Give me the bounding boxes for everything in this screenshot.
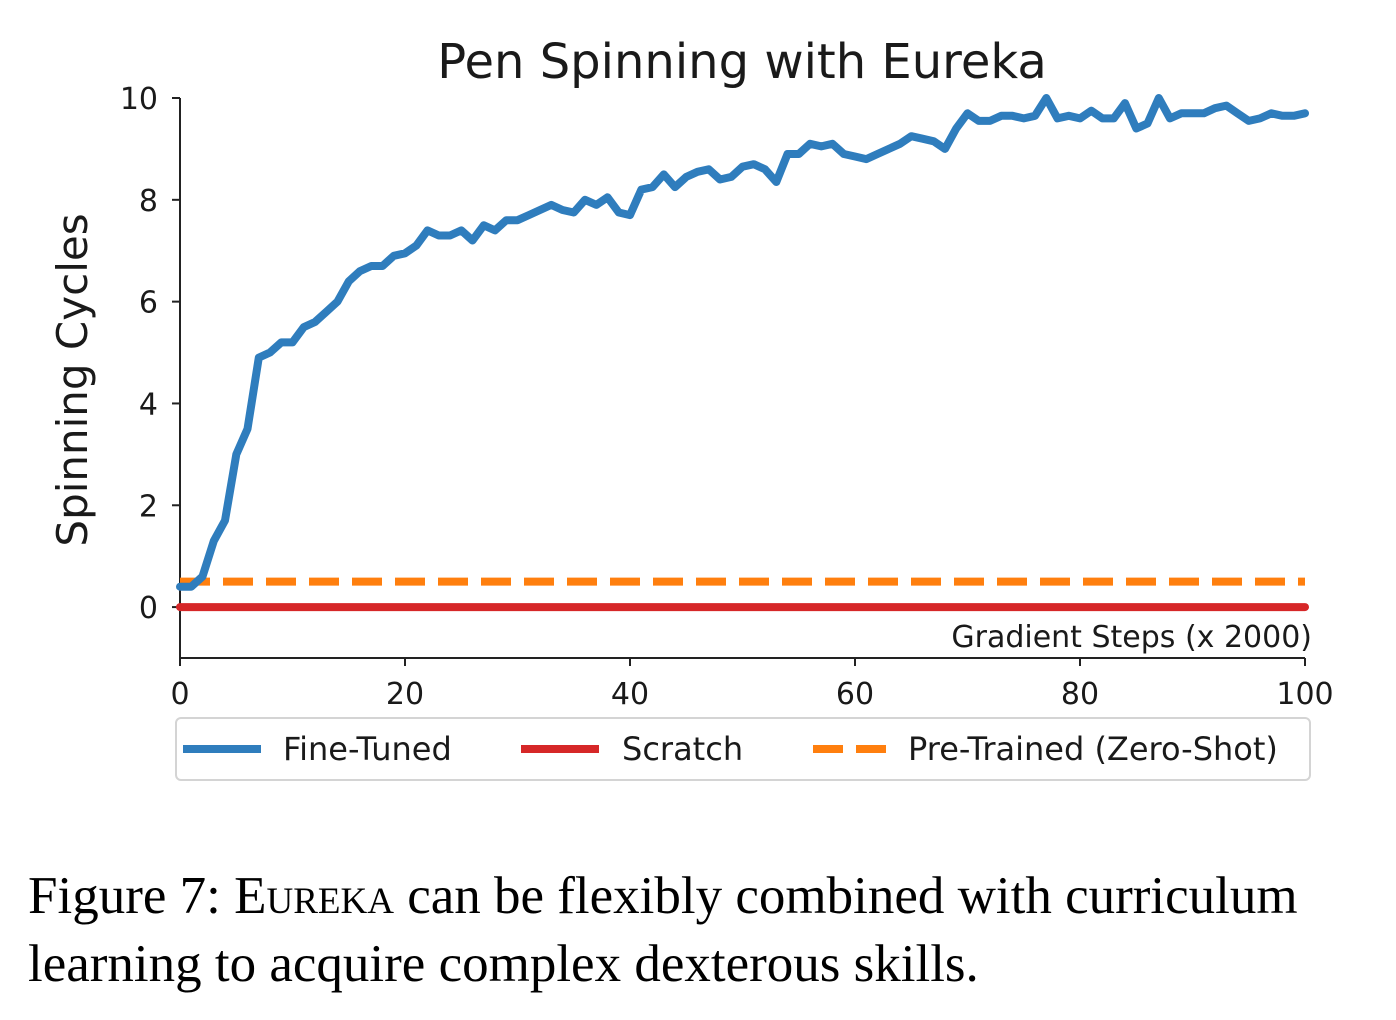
caption-eureka: Eureka	[234, 867, 394, 925]
x-tick-label: 80	[1061, 677, 1099, 712]
series-line-fine-tuned	[176, 94, 1309, 591]
caption-prefix: Figure 7:	[28, 867, 235, 925]
legend-label: Fine-Tuned	[283, 730, 452, 768]
legend-label: Pre-Trained (Zero-Shot)	[908, 730, 1278, 768]
plot-area	[176, 94, 1309, 612]
chart-title: Pen Spinning with Eureka	[437, 34, 1046, 90]
legend: Fine-Tuned Scratch Pre-Trained (Zero-Shot)	[175, 717, 1311, 781]
caption-text: can be flexibly combined with curriculum…	[28, 867, 1298, 993]
y-tick-label: 0	[139, 591, 158, 626]
y-tick-label: 2	[139, 489, 158, 524]
y-tick-label: 10	[120, 82, 158, 117]
x-tick-label: 0	[170, 677, 189, 712]
x-tick-label: 40	[611, 677, 649, 712]
y-tick-label: 4	[139, 387, 158, 422]
x-axis-label: Gradient Steps (x 2000)	[951, 620, 1312, 655]
figure-caption: Figure 7: Eureka can be flexibly combine…	[28, 862, 1373, 998]
y-tick-label: 6	[139, 286, 158, 321]
y-tick-label: 8	[139, 184, 158, 219]
x-tick-label: 20	[386, 677, 424, 712]
chart: Pen Spinning with Eureka Spinning Cycles…	[48, 34, 1334, 781]
legend-label: Scratch	[622, 730, 743, 768]
x-tick-label: 100	[1276, 677, 1333, 712]
y-axis-label: Spinning Cycles	[48, 213, 97, 546]
legend-box	[175, 717, 1311, 781]
x-tick-label: 60	[836, 677, 874, 712]
